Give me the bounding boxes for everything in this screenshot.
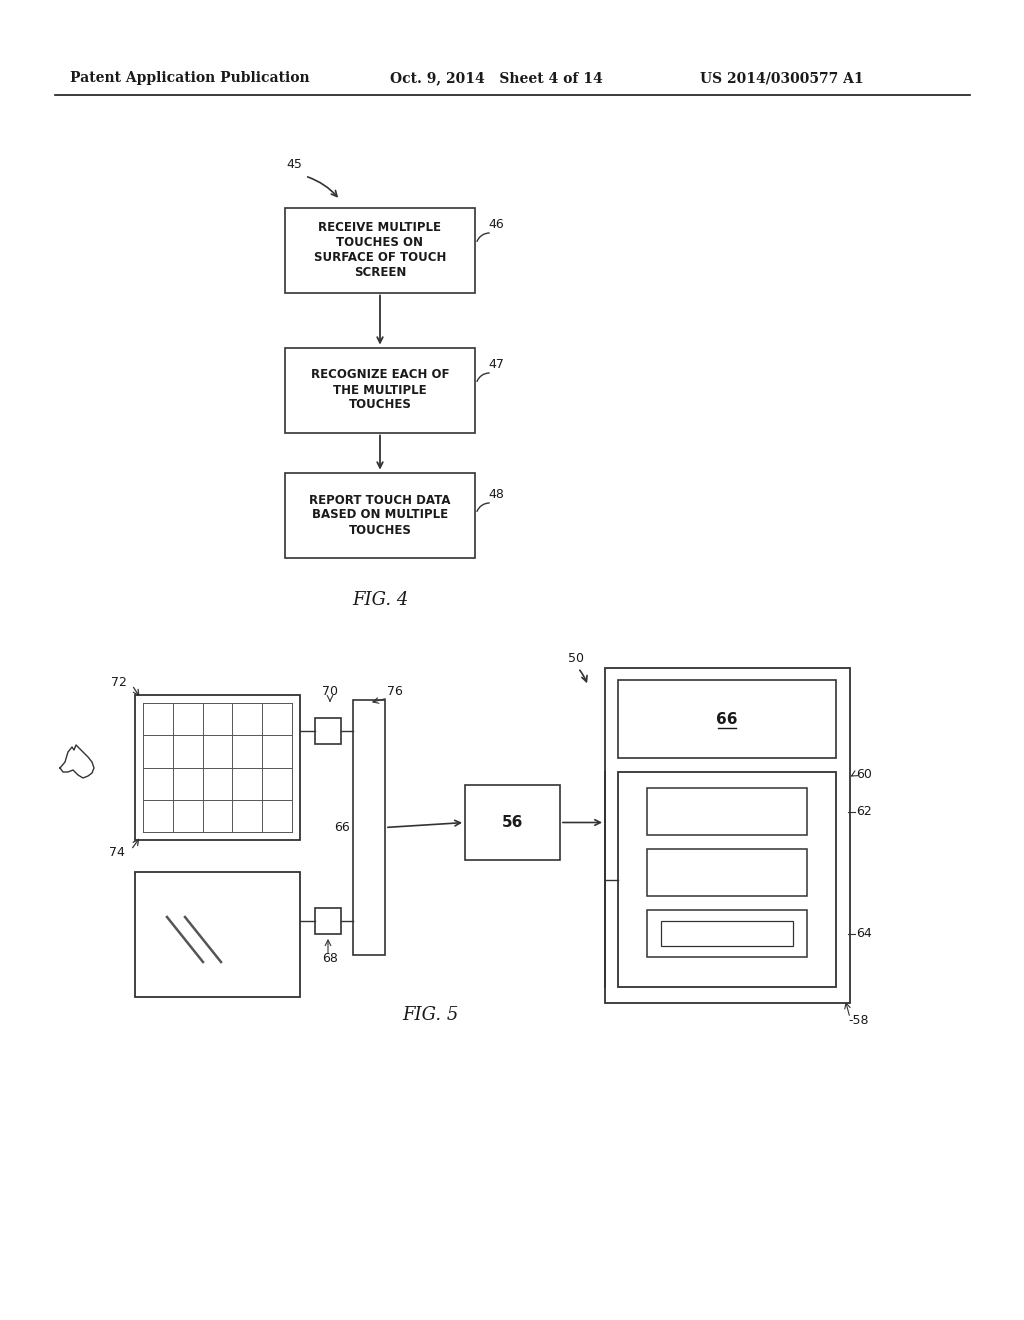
Text: 68: 68 [323,952,338,965]
Text: 64: 64 [856,927,871,940]
Bar [135,696,300,840]
Text: 72: 72 [112,676,127,689]
Bar [647,788,807,836]
Text: 45: 45 [286,158,302,172]
Bar [135,873,300,997]
Text: 76: 76 [387,685,402,698]
Bar [647,909,807,957]
Text: FIG. 4: FIG. 4 [352,591,409,609]
Text: REPORT TOUCH DATA
BASED ON MULTIPLE
TOUCHES: REPORT TOUCH DATA BASED ON MULTIPLE TOUC… [309,494,451,536]
Text: 56: 56 [502,814,523,830]
Text: 60: 60 [856,767,871,780]
Bar [315,718,341,744]
Bar [315,908,341,935]
Bar [465,785,560,861]
Text: Patent Application Publication: Patent Application Publication [70,71,309,84]
Bar [647,849,807,896]
Bar [285,207,475,293]
Bar [605,668,850,1003]
Text: 66: 66 [716,711,737,726]
Text: FIG. 5: FIG. 5 [401,1006,458,1024]
Text: 66: 66 [334,821,350,834]
Text: 62: 62 [856,805,871,818]
Text: RECOGNIZE EACH OF
THE MULTIPLE
TOUCHES: RECOGNIZE EACH OF THE MULTIPLE TOUCHES [310,368,450,412]
Text: -58: -58 [848,1015,868,1027]
Bar [618,772,836,987]
Bar [618,680,836,758]
Text: Oct. 9, 2014   Sheet 4 of 14: Oct. 9, 2014 Sheet 4 of 14 [390,71,603,84]
Bar [285,473,475,557]
Text: 46: 46 [488,218,504,231]
Text: US 2014/0300577 A1: US 2014/0300577 A1 [700,71,863,84]
Text: 74: 74 [110,846,125,858]
Bar [662,921,793,946]
Bar [285,347,475,433]
Text: RECEIVE MULTIPLE
TOUCHES ON
SURFACE OF TOUCH
SCREEN: RECEIVE MULTIPLE TOUCHES ON SURFACE OF T… [313,220,446,279]
Text: 70: 70 [322,685,338,698]
Text: 50: 50 [568,652,584,665]
Text: 48: 48 [488,488,504,502]
Text: 47: 47 [488,358,504,371]
Bar [353,700,385,954]
